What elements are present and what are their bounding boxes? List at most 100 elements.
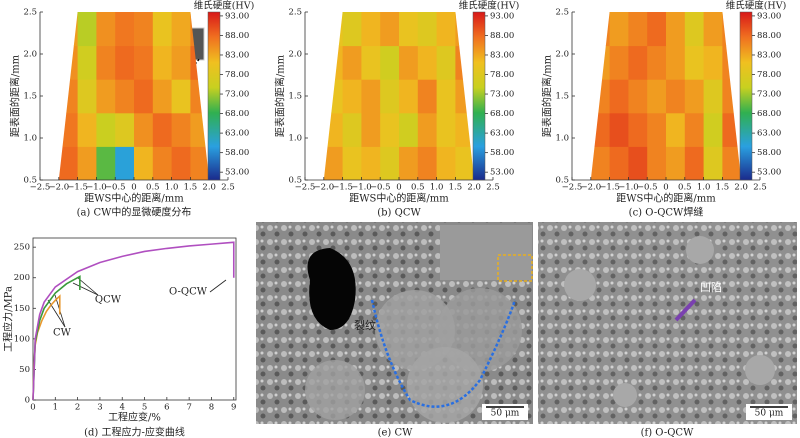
y-tick-label: 0.5 [288, 176, 302, 186]
x-tick-label: −2.0 [48, 183, 69, 193]
heat-cell [342, 45, 362, 80]
line [32, 241, 235, 401]
heat-cell [342, 112, 362, 147]
heat-cell [58, 12, 79, 47]
heat-cell [380, 146, 400, 180]
series-label: O-QCW [169, 287, 208, 298]
y-tick-label: 0 [25, 396, 30, 406]
heat-cell [115, 45, 135, 80]
colorbar-tick-label: 93.00 [225, 11, 249, 21]
y-tick-label: 150 [14, 304, 30, 314]
y-tick-label: 1.5 [555, 92, 569, 102]
heat-cell [77, 146, 97, 180]
y-axis-label: 距表面的距离/mm [9, 54, 22, 137]
heat-cell [58, 45, 79, 80]
heat-cell [399, 146, 419, 180]
x-axis-label: 距WS中心的距离/mm [349, 192, 449, 205]
heat-cell [666, 112, 686, 147]
heat-cell [722, 12, 742, 47]
colorbar-title: 维氏硬度(HV) [726, 0, 787, 12]
heat-cell [684, 146, 705, 180]
x-tick-label: −2.5 [30, 183, 51, 193]
heat-cell [609, 79, 629, 114]
heat-cell [77, 45, 97, 80]
heat-cell [436, 146, 456, 180]
y-tick-label: 1.5 [288, 92, 302, 102]
heat-cell [171, 146, 191, 180]
heat-cell [609, 112, 629, 147]
colorbar-tick-label: 78.00 [490, 70, 514, 80]
x-tick-label: 1.0 [165, 183, 179, 193]
heat-cell [58, 146, 79, 180]
heat-cell [455, 146, 475, 180]
y-tick-label: 2.0 [23, 50, 37, 60]
heat-cell [399, 12, 419, 47]
heat-cell [666, 12, 686, 47]
colorbar-tick-label: 63.00 [757, 129, 781, 139]
heat-cell [417, 45, 438, 80]
heat-cell [590, 146, 611, 180]
heat-cell [455, 12, 475, 47]
heat-cell [647, 45, 667, 80]
x-tick-label: 1.5 [449, 183, 463, 193]
colorbar-tick-label: 93.00 [757, 11, 781, 21]
heat-cell [722, 112, 742, 147]
heat-cell [436, 112, 456, 147]
heat-cell [380, 12, 400, 47]
x-tick-label: 1.5 [716, 183, 730, 193]
heat-cell [323, 146, 344, 180]
heat-cell [134, 79, 154, 114]
colorbar-tick-label: 53.00 [225, 168, 249, 178]
colorbar-tick-label: 63.00 [225, 129, 249, 139]
heatmap [323, 12, 475, 180]
heat-cell [134, 112, 154, 147]
heat-cell [722, 79, 742, 114]
heat-cell [323, 112, 344, 147]
scale-bar-label: 50 μm [491, 409, 520, 419]
x-tick-label: −2.5 [562, 183, 583, 193]
caption: (e) CW [378, 428, 414, 438]
heat-cell [361, 146, 381, 180]
x-tick-label: 5 [142, 403, 147, 413]
heat-cell [628, 12, 648, 47]
heat-cell [115, 79, 135, 114]
x-tick-label: 2.5 [486, 183, 500, 193]
heat-cell [361, 79, 381, 114]
heat-cell [77, 79, 97, 114]
heat-cell [190, 112, 210, 147]
heat-cell [436, 79, 456, 114]
series-label: CW [53, 328, 72, 339]
y-tick-label: 0.5 [23, 176, 37, 186]
x-tick-label: 0.5 [146, 183, 160, 193]
heat-cell [96, 45, 116, 80]
caption: (a) CW中的显微硬度分布 [77, 206, 192, 219]
y-axis-label: 距表面的距离/mm [541, 54, 554, 137]
heat-cell [171, 12, 191, 47]
heat-cell [115, 112, 135, 147]
colorbar-tick-label: 73.00 [490, 90, 514, 100]
heat-cell [417, 12, 438, 47]
heat-cell [647, 146, 667, 180]
y-tick-label: 1.0 [555, 134, 569, 144]
heat-cell [590, 79, 611, 114]
heat-cell [171, 112, 191, 147]
x-tick-label: 9 [231, 403, 236, 413]
heat-cell [703, 146, 723, 180]
x-tick-label: 0 [30, 403, 35, 413]
y-axis-label: 工程应力/MPa [2, 286, 15, 352]
colorbar-tick-label: 58.00 [757, 148, 781, 158]
heat-cell [647, 79, 667, 114]
heat-cell [666, 146, 686, 180]
heat-cell [96, 146, 116, 180]
y-tick-label: 1.5 [23, 92, 37, 102]
colorbar-title: 维氏硬度(HV) [194, 0, 255, 12]
heat-cell [152, 45, 173, 80]
x-tick-label: −2.0 [313, 183, 334, 193]
heat-cell [380, 112, 400, 147]
colorbar-tick-label: 53.00 [490, 168, 514, 178]
heat-cell [722, 45, 742, 80]
x-tick-label: −0.5 [370, 183, 391, 193]
heat-cell [609, 45, 629, 80]
colorbar-tick-label: 73.00 [757, 90, 781, 100]
colorbar-tick-label: 68.00 [757, 109, 781, 119]
